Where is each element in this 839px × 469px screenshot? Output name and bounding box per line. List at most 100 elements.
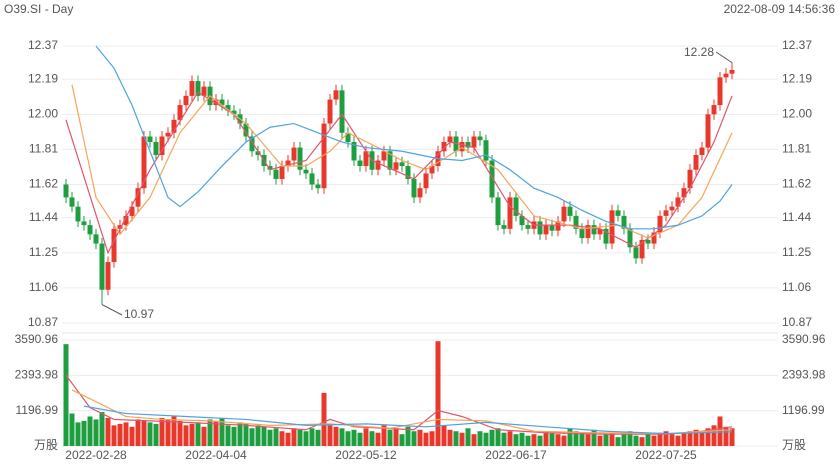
volume-bar: [267, 429, 273, 446]
volume-bar: [357, 432, 363, 446]
volume-bar: [699, 432, 705, 446]
candle-body: [345, 132, 351, 143]
volume-bar: [351, 429, 357, 446]
volume-bar: [603, 434, 609, 446]
volume-bar: [633, 435, 639, 446]
candle-body: [603, 228, 609, 244]
volume-bar: [195, 422, 201, 446]
candle-body: [627, 228, 633, 248]
candle-body: [579, 228, 585, 239]
volume-bar: [705, 428, 711, 446]
y-tick-label: 12.37: [28, 38, 58, 52]
y-tick-label-right: 万股: [782, 438, 806, 452]
candle-body: [561, 206, 567, 222]
candle-body: [459, 142, 465, 152]
volume-bar: [579, 432, 585, 446]
y-tick-label-right: 2393.98: [782, 368, 826, 382]
volume-bar: [549, 432, 555, 446]
chart-title: O39.SI - Day: [4, 2, 73, 16]
x-tick-label: 2022-05-12: [335, 448, 397, 462]
volume-bar: [657, 432, 663, 446]
candle-body: [255, 151, 261, 155]
candle-body: [81, 221, 87, 226]
volume-bar: [183, 425, 189, 446]
volume-bar: [441, 425, 447, 446]
candle-body: [471, 136, 477, 148]
volume-bar: [651, 435, 657, 446]
volume-bar: [411, 431, 417, 446]
candle-body: [549, 225, 555, 231]
candle-body: [393, 162, 399, 170]
candle-body: [663, 210, 669, 216]
ma-line: [95, 45, 733, 230]
candle-body: [297, 147, 303, 170]
candle-body: [477, 136, 483, 141]
candle-body: [447, 136, 453, 143]
volume-bar: [399, 434, 405, 446]
volume-bar: [63, 344, 69, 446]
volume-bar: [135, 419, 141, 446]
volume-bar: [405, 426, 411, 446]
volume-bar: [585, 434, 591, 446]
y-tick-label-right: 12.19: [782, 71, 812, 85]
volume-bar: [381, 425, 387, 446]
candle-body: [573, 215, 579, 229]
volume-bar: [279, 431, 285, 446]
volume-bar: [285, 432, 291, 446]
volume-bar: [339, 428, 345, 446]
candle-body: [711, 105, 717, 115]
volume-bar: [81, 420, 87, 446]
candle-body: [141, 136, 147, 189]
volume-bar: [561, 435, 567, 446]
candle-body: [615, 210, 621, 216]
x-tick-label: 2022-07-25: [635, 448, 697, 462]
volume-bar: [447, 429, 453, 446]
candle-body: [183, 95, 189, 106]
volume-bar: [249, 428, 255, 446]
y-tick-label-right: 10.87: [782, 315, 812, 329]
candle-body: [291, 147, 297, 161]
candle-body: [705, 114, 711, 148]
volume-bar: [717, 416, 723, 446]
volume-bar: [147, 422, 153, 446]
volume-bar: [693, 429, 699, 446]
volume-bar: [69, 413, 75, 446]
volume-bar: [87, 416, 93, 446]
annotation: 12.28: [684, 45, 714, 59]
volume-bar: [129, 426, 135, 446]
candle-body: [465, 142, 471, 148]
candle-body: [513, 197, 519, 216]
candle-body: [633, 247, 639, 259]
candle-body: [609, 210, 615, 244]
candle-body: [651, 232, 657, 244]
candle-body: [417, 188, 423, 198]
volume-bar: [213, 420, 219, 446]
candle-body: [555, 221, 561, 231]
volume-bar: [141, 420, 147, 446]
candle-body: [339, 90, 345, 133]
y-tick-label-right: 11.62: [782, 177, 811, 191]
y-tick-label: 2393.98: [15, 368, 59, 382]
candle-body: [507, 197, 513, 229]
annotation: 10.97: [124, 307, 154, 321]
volume-bar: [435, 341, 441, 446]
candle-body: [123, 215, 129, 226]
candle-body: [381, 151, 387, 161]
candle-body: [69, 197, 75, 207]
y-tick-label-right: 12.37: [782, 38, 812, 52]
volume-bar: [723, 426, 729, 446]
volume-bar: [519, 432, 525, 446]
candle-body: [717, 77, 723, 106]
candle-body: [687, 169, 693, 189]
candle-body: [423, 173, 429, 189]
candle-body: [189, 81, 195, 96]
volume-bar: [429, 431, 435, 446]
candle-body: [543, 225, 549, 235]
y-tick-label: 11.44: [29, 210, 58, 224]
volume-bar: [663, 431, 669, 446]
y-tick-label: 11.06: [29, 280, 58, 294]
volume-bar: [525, 435, 531, 446]
candle-body: [195, 81, 201, 96]
volume-bar: [231, 426, 237, 446]
candle-body: [117, 225, 123, 229]
